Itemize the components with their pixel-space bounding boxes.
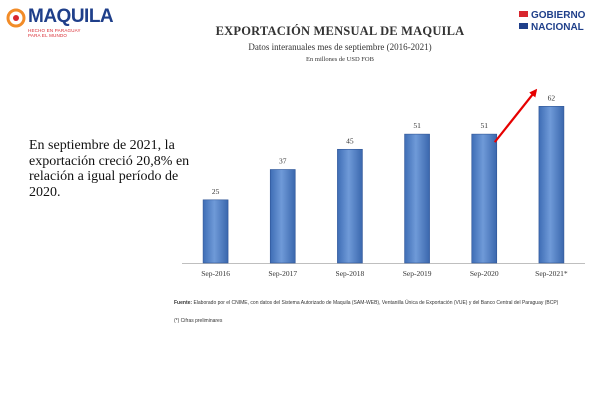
bar-sep-2021- xyxy=(538,106,565,264)
chart-title: EXPORTACIÓN MENSUAL DE MAQUILA xyxy=(215,24,465,38)
data-label: 62 xyxy=(548,93,556,102)
source-note: Fuente: Elaborado por el CNIME, con dato… xyxy=(174,300,584,307)
data-label: 37 xyxy=(279,157,287,166)
maquila-mark-icon xyxy=(6,8,26,28)
nacional-text: NACIONAL xyxy=(531,22,584,33)
x-tick-label: Sep-2021* xyxy=(535,269,568,278)
data-label: 51 xyxy=(481,121,489,130)
x-tick-label: Sep-2016 xyxy=(201,269,230,278)
data-label: 45 xyxy=(346,136,354,145)
bar-sep-2020 xyxy=(471,133,498,264)
bar-sep-2017 xyxy=(269,169,296,264)
data-label: 25 xyxy=(212,187,220,196)
bar-sep-2016 xyxy=(202,199,229,264)
bar-sep-2019 xyxy=(404,133,430,264)
gobierno-text: GOBIERNO xyxy=(531,10,586,21)
flag-icon xyxy=(519,11,528,29)
gobierno-nacional-logo: GOBIERNO NACIONAL xyxy=(519,8,599,36)
growth-arrow xyxy=(493,88,538,143)
data-label: 51 xyxy=(413,121,421,130)
maquila-brand-text: MAQUILA xyxy=(28,6,114,27)
preliminary-note: (*) Cifras preliminares xyxy=(174,318,223,324)
maquila-tagline-2: PARA EL MUNDO xyxy=(28,33,68,38)
x-tick-label: Sep-2017 xyxy=(268,269,297,278)
maquila-tagline-1: HECHO EN PARAGUAY xyxy=(28,28,81,33)
bar-sep-2018 xyxy=(337,148,363,264)
x-tick-label: Sep-2020 xyxy=(470,269,499,278)
x-tick-label: Sep-2019 xyxy=(403,269,432,278)
x-tick-label: Sep-2018 xyxy=(336,269,365,278)
source-text: Elaborado por el CNIME, con datos del Si… xyxy=(193,300,559,306)
source-label: Fuente: xyxy=(174,300,193,306)
maquila-logo: MAQUILA HECHO EN PARAGUAY PARA EL MUNDO xyxy=(6,6,116,40)
growth-statement: En septiembre de 2021, la exportación cr… xyxy=(29,138,190,200)
chart-subtitle: Datos interanuales mes de septiembre (20… xyxy=(248,42,432,52)
chart-unit-label: En millones de USD FOB xyxy=(306,56,374,63)
